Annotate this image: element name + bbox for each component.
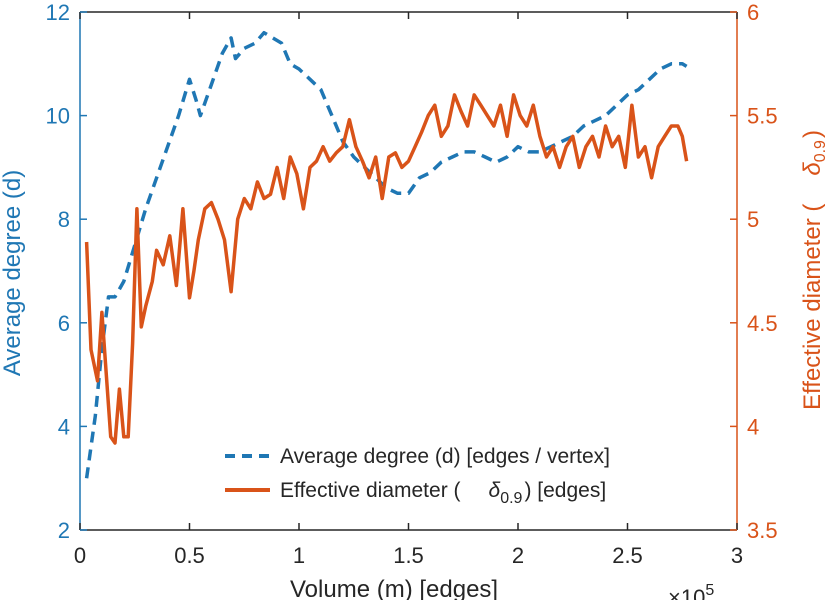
right-y-axis-label-symbol: δ xyxy=(799,162,826,176)
x-tick-label: 1 xyxy=(293,543,305,568)
x-axis-exponent-power: 5 xyxy=(705,582,714,599)
legend-label-effective-diameter-prefix: Effective diameter ( xyxy=(280,479,461,502)
axes xyxy=(79,11,738,531)
series-line-average-degree xyxy=(84,30,688,479)
right-y-tick-label: 5 xyxy=(747,207,759,232)
right-y-tick-label: 4 xyxy=(747,414,759,439)
tick-labels: 0 0.5 1 1.5 2 2.5 3 2 4 6 8 10 12 3.5 4 4.5 5 5.5 6 xyxy=(46,0,778,568)
left-y-tick-label: 10 xyxy=(46,104,70,129)
x-axis-exponent: ×105 xyxy=(668,582,714,600)
series-line-effective-diameter xyxy=(84,93,689,445)
left-y-axis-label: Average degree (d) xyxy=(0,170,26,376)
right-y-tick-label: 3.5 xyxy=(747,518,778,543)
right-y-axis-label: Effective diameter ( δ0.9) xyxy=(799,130,829,410)
left-y-tick-label: 12 xyxy=(46,0,70,25)
x-tick-label: 0.5 xyxy=(174,543,205,568)
right-y-tick-label: 5.5 xyxy=(747,104,778,129)
legend-label-effective-diameter: Effective diameter ( δ0.9) [edges] xyxy=(280,479,606,507)
legend-label-average-degree: Average degree (d) [edges / vertex] xyxy=(280,445,610,468)
left-y-tick-label: 4 xyxy=(58,414,70,439)
right-y-tick-label: 6 xyxy=(747,0,759,25)
x-tick-label: 0 xyxy=(74,543,86,568)
left-y-tick-label: 6 xyxy=(58,311,70,336)
right-y-axis-label-suffix: ) xyxy=(799,130,826,138)
plot-area xyxy=(84,30,689,479)
right-y-axis-label-prefix: Effective diameter ( xyxy=(799,204,826,410)
x-axis-label: Volume (m) [edges] xyxy=(290,576,498,600)
legend-label-effective-diameter-suffix: ) [edges] xyxy=(524,479,606,502)
x-tick-label: 1.5 xyxy=(393,543,424,568)
left-y-tick-label: 8 xyxy=(58,207,70,232)
x-axis-exponent-base: ×10 xyxy=(668,585,705,600)
left-y-tick-label: 2 xyxy=(58,518,70,543)
x-tick-label: 3 xyxy=(731,543,743,568)
right-y-axis-label-sub: 0.9 xyxy=(812,140,829,162)
legend-label-effective-diameter-sub: 0.9 xyxy=(500,490,522,507)
legend: Average degree (d) [edges / vertex] Effe… xyxy=(225,445,610,507)
legend-label-effective-diameter-symbol: δ xyxy=(489,479,501,502)
right-y-tick-label: 4.5 xyxy=(747,311,778,336)
x-tick-label: 2.5 xyxy=(612,543,643,568)
x-tick-label: 2 xyxy=(512,543,524,568)
